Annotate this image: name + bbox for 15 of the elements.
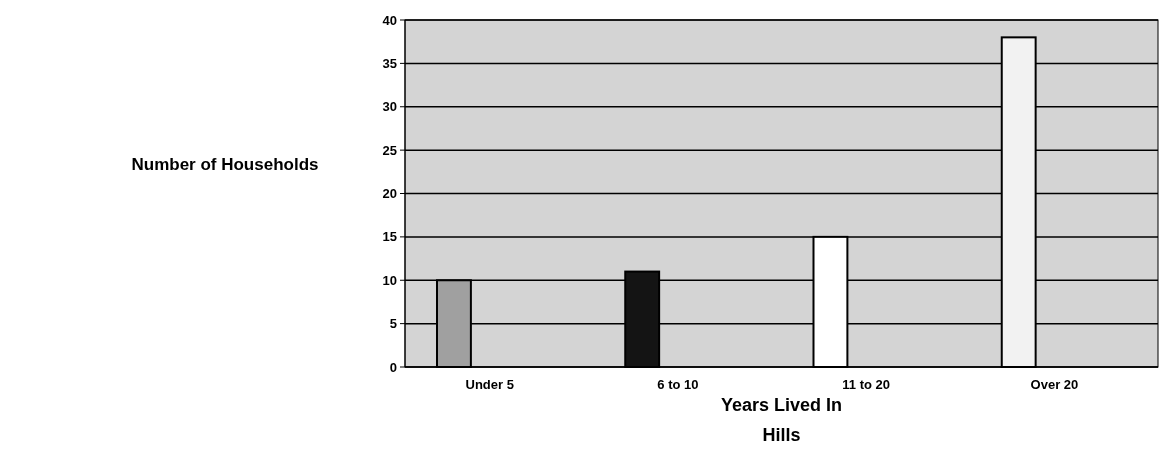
x-tick-label: Under 5 (465, 377, 514, 392)
y-tick-label: 25 (382, 142, 397, 158)
y-tick-label: 40 (382, 12, 397, 28)
y-axis-title: Number of Households (131, 155, 319, 174)
x-tick-label: 6 to 10 (657, 377, 699, 392)
x-axis-title: Years Lived In Hills (720, 395, 843, 445)
y-tick-label: 20 (382, 186, 397, 202)
x-tick-label: Over 20 (1030, 377, 1079, 392)
y-tick-label: 30 (382, 99, 397, 115)
y-tick-label: 5 (389, 316, 397, 332)
x-tick-label: 11 to 20 (842, 377, 891, 392)
y-tick-label: 0 (389, 359, 397, 375)
y-tick-label: 10 (382, 272, 397, 288)
y-tick-label: 35 (382, 55, 397, 71)
y-tick-label: 15 (382, 229, 397, 245)
